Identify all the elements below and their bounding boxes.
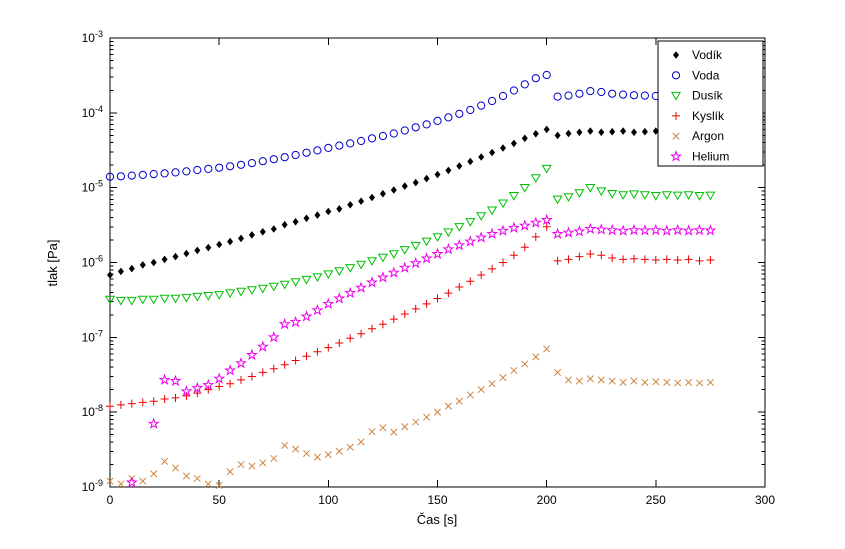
- x-tick-label: 200: [537, 493, 557, 507]
- legend-item-helium: Helium: [669, 150, 729, 164]
- y-tick-label: 10-3: [82, 29, 103, 45]
- legend-item-kyslik: Kyslík: [672, 109, 725, 123]
- x-tick-label: 100: [318, 493, 338, 507]
- legend-label-helium: Helium: [692, 150, 729, 164]
- series-dusik: [104, 164, 716, 306]
- y-tick-label: 10-9: [82, 478, 103, 494]
- legend-label-vodik: Vodík: [692, 48, 723, 62]
- series-argon: [106, 345, 714, 489]
- legend-item-voda: Voda: [671, 68, 720, 82]
- x-tick-label: 250: [646, 493, 666, 507]
- series-helium: [125, 213, 717, 488]
- legend-label-dusik: Dusík: [692, 89, 724, 103]
- y-tick-label: 10-6: [82, 254, 103, 270]
- legend: Vodík Voda Dusík Kyslík Argon Helium: [657, 40, 764, 167]
- y-axis-label: tlak [Pa]: [45, 240, 60, 287]
- y-tick-label: 10-4: [82, 104, 103, 120]
- legend-box: [657, 40, 764, 167]
- y-tick-label: 10-7: [82, 328, 103, 344]
- x-axis-label: Čas [s]: [417, 512, 457, 527]
- y-tick-label: 10-8: [82, 403, 103, 419]
- x-tick-label: 0: [107, 493, 114, 507]
- legend-item-vodik: Vodík: [673, 48, 723, 62]
- x-tick-label: 300: [755, 493, 775, 507]
- legend-item-argon: Argon: [672, 129, 724, 143]
- series-vodik: [107, 125, 714, 279]
- legend-item-dusik: Dusík: [670, 89, 724, 103]
- legend-label-voda: Voda: [692, 68, 720, 82]
- x-tick-label: 50: [213, 493, 227, 507]
- x-tick-label: 150: [427, 493, 447, 507]
- axis-tick-labels: 0 50 100 150 200 250 300 10-9 10-8 10-7 10-6 10-5 10…: [82, 29, 776, 507]
- series-kyslik: [106, 222, 715, 411]
- y-tick-label: 10-5: [82, 179, 103, 195]
- legend-label-argon: Argon: [692, 129, 724, 143]
- legend-label-kyslik: Kyslík: [692, 109, 725, 123]
